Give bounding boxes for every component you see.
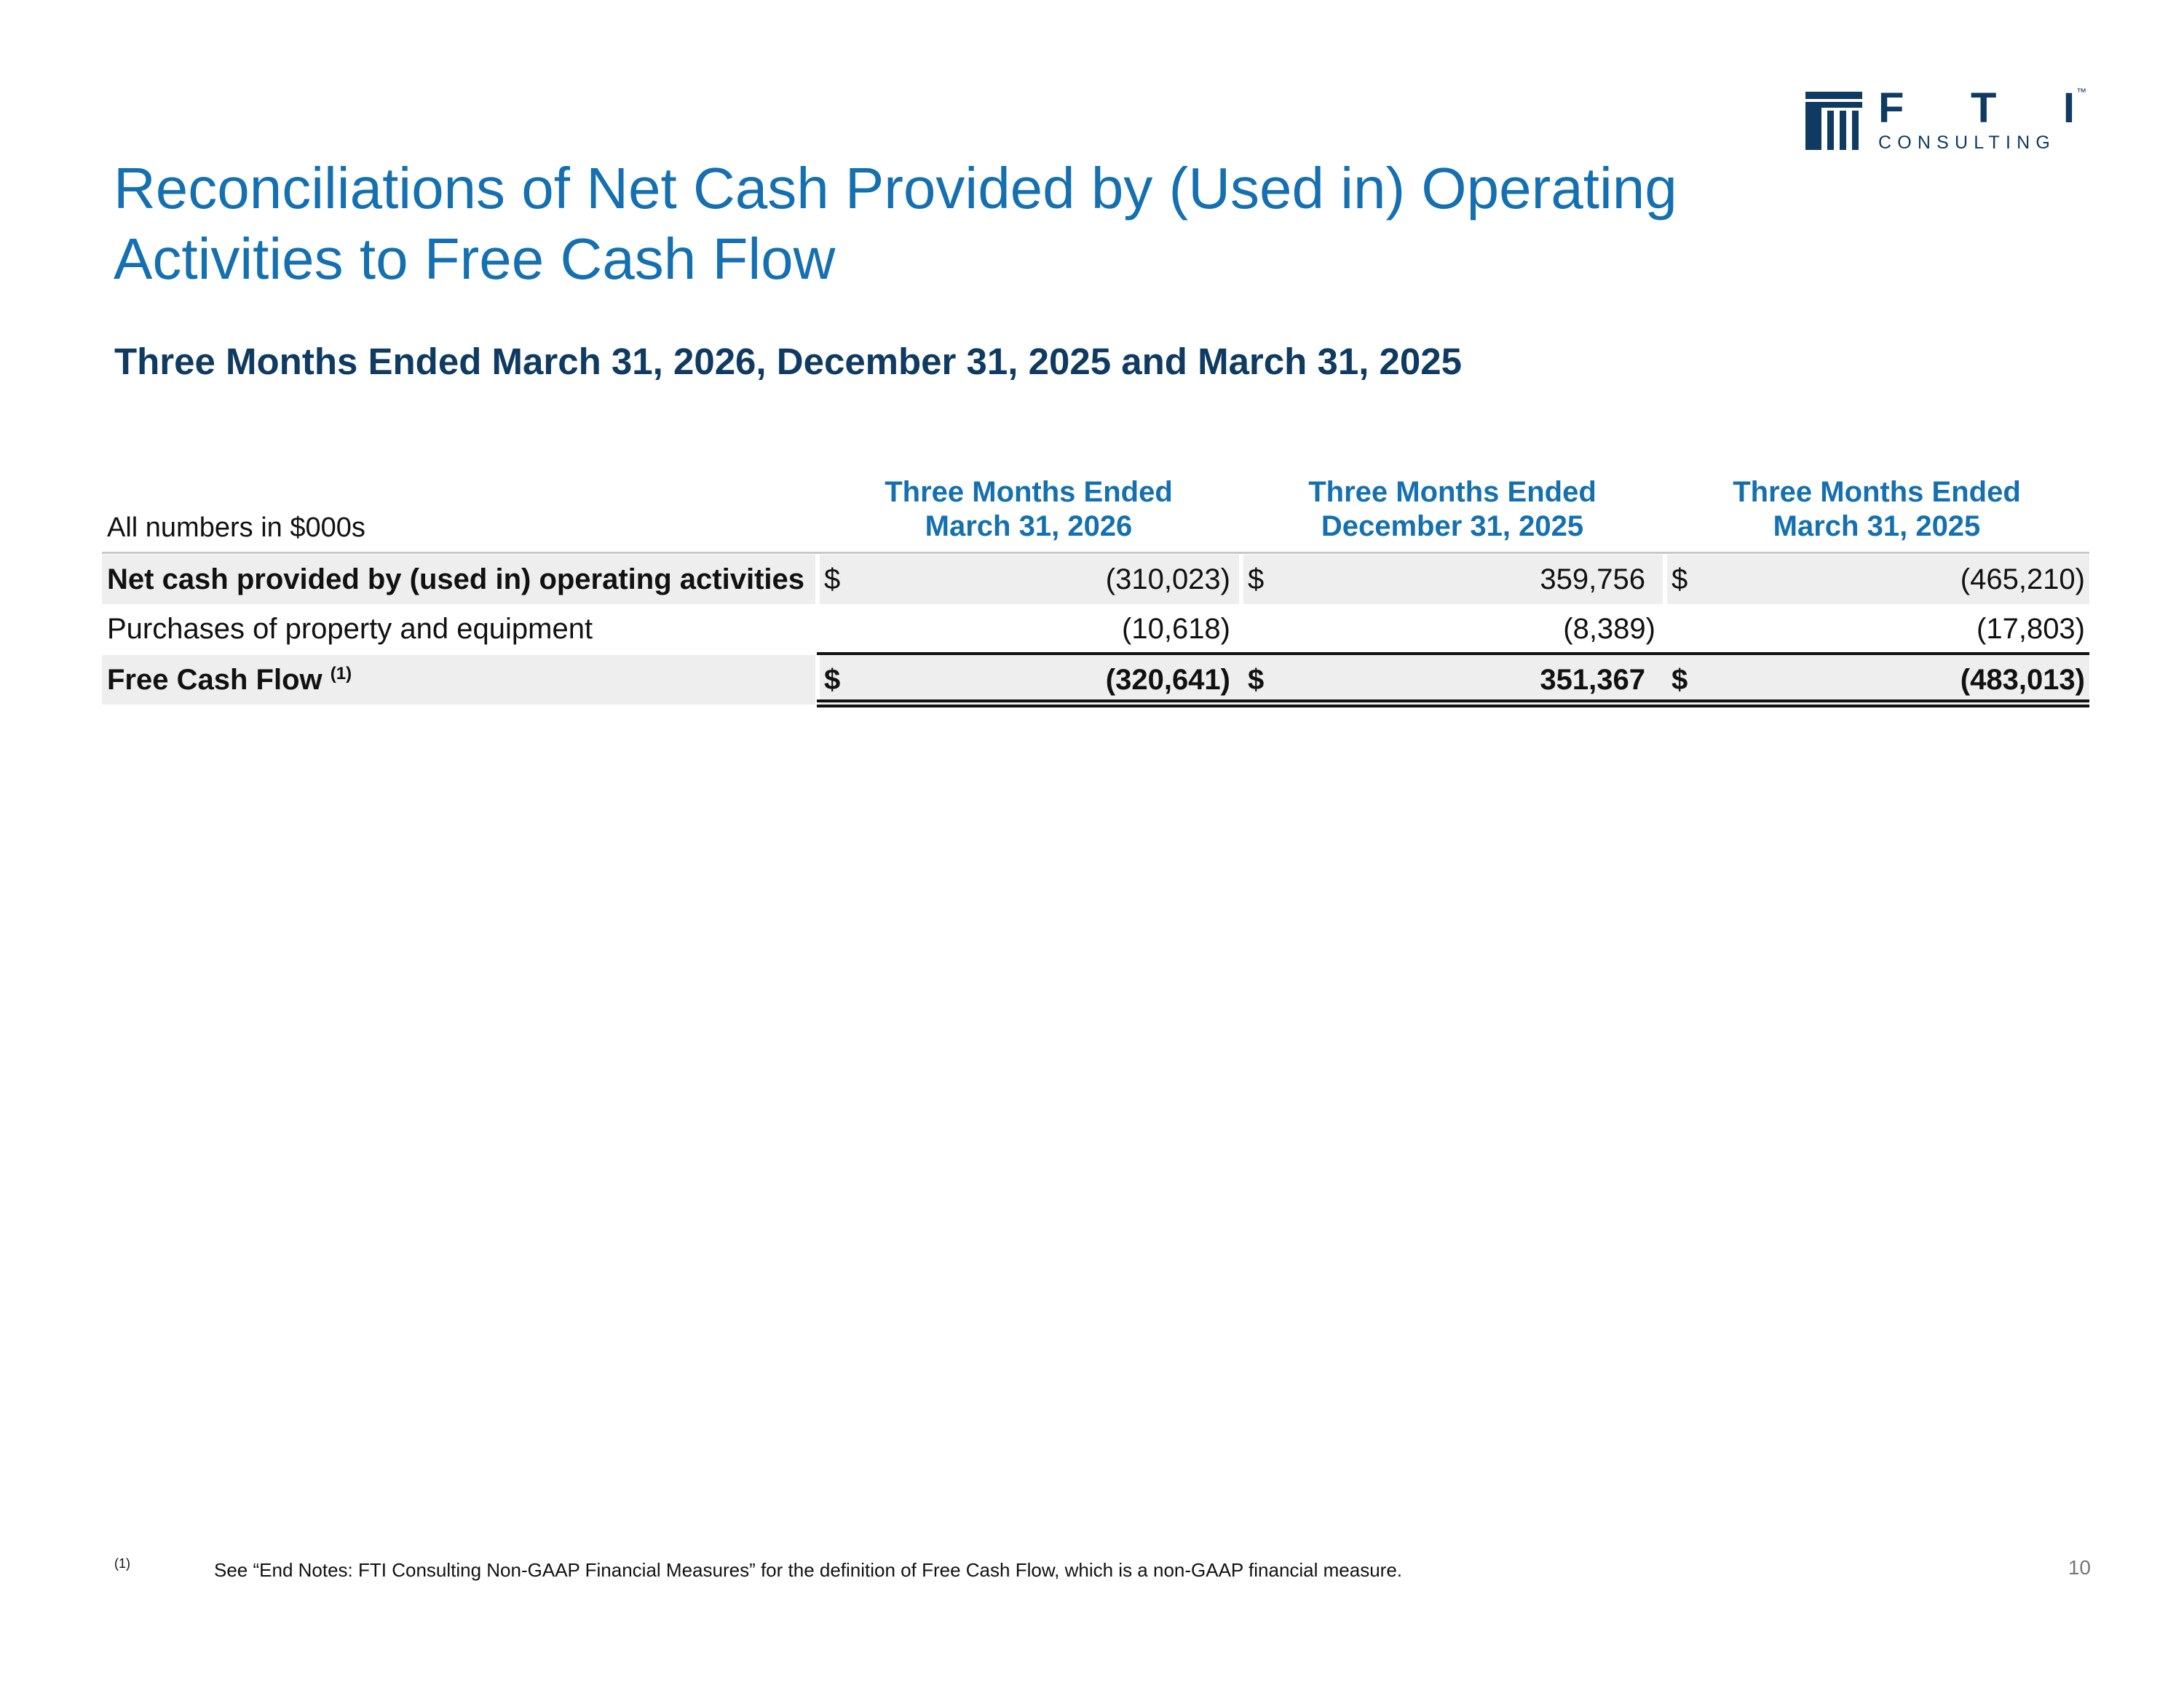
logo-letter-i: I (2063, 90, 2075, 127)
cell-value: (320,641) (874, 655, 1230, 705)
cell-value: (10,618) (874, 604, 1230, 654)
column-header-dec-2025: Three Months Ended December 31, 2025 (1263, 475, 1642, 544)
footnote-text: See “End Notes: FTI Consulting Non-GAAP … (214, 1558, 1402, 1582)
column-header-line1: Three Months Ended (1263, 475, 1642, 510)
fti-consulting-logo: F T I ™ CONSULTING (1805, 90, 2097, 156)
column-header-mar-2026: Three Months Ended March 31, 2026 (839, 475, 1218, 544)
currency-symbol: $ (1671, 655, 1688, 705)
logo-letter-f: F (1878, 90, 1904, 127)
column-header-line2: March 31, 2026 (839, 510, 1218, 544)
cell-value: 359,756 (1296, 555, 1645, 604)
currency-symbol: $ (1248, 655, 1264, 705)
footnote-ref: (1) (331, 664, 352, 683)
cell-value: (310,023) (874, 555, 1230, 604)
cell-value: 351,367 (1296, 655, 1645, 705)
logo-wordmark: F T I (1878, 90, 2075, 127)
total-double-rule-bottom (817, 705, 2089, 707)
table-row-net-cash: Net cash provided by (used in) operating… (102, 555, 2089, 604)
fti-pillar-logo-icon (1805, 92, 1862, 150)
logo-subtext: CONSULTING (1878, 132, 2082, 154)
column-header-mar-2025: Three Months Ended March 31, 2025 (1688, 475, 2066, 544)
row-label: Purchases of property and equipment (107, 604, 593, 654)
currency-symbol: $ (824, 555, 840, 604)
column-header-line2: December 31, 2025 (1263, 510, 1642, 544)
row-label: Free Cash Flow (1) (107, 655, 352, 705)
currency-symbol: $ (1248, 555, 1264, 604)
total-double-rule-top (817, 699, 2089, 702)
cell-value: (8,389) (1296, 604, 1655, 654)
table-row-free-cash-flow: Free Cash Flow (1) $ (320,641) $ 351,367… (102, 655, 2089, 705)
page-subtitle: Three Months Ended March 31, 2026, Decem… (114, 336, 1462, 387)
logo-trademark: ™ (2076, 86, 2086, 98)
column-header-line1: Three Months Ended (839, 475, 1218, 510)
footnote-marker: (1) (114, 1556, 130, 1571)
currency-symbol: $ (824, 655, 840, 705)
header-divider (102, 552, 2089, 554)
cell-value: (17,803) (1718, 604, 2085, 654)
column-header-line1: Three Months Ended (1688, 475, 2066, 510)
units-label: All numbers in $000s (107, 510, 365, 546)
page-number: 10 (2046, 1556, 2091, 1579)
logo-letter-t: T (1971, 90, 1996, 127)
page-title: Reconciliations of Net Cash Provided by … (114, 153, 1788, 294)
cell-value: (483,013) (1718, 655, 2085, 705)
cell-value: (465,210) (1718, 555, 2085, 604)
row-label: Net cash provided by (used in) operating… (107, 555, 804, 604)
table-row-purchases: Purchases of property and equipment (10,… (102, 604, 2089, 654)
currency-symbol: $ (1671, 555, 1688, 604)
column-header-line2: March 31, 2025 (1688, 510, 2066, 544)
